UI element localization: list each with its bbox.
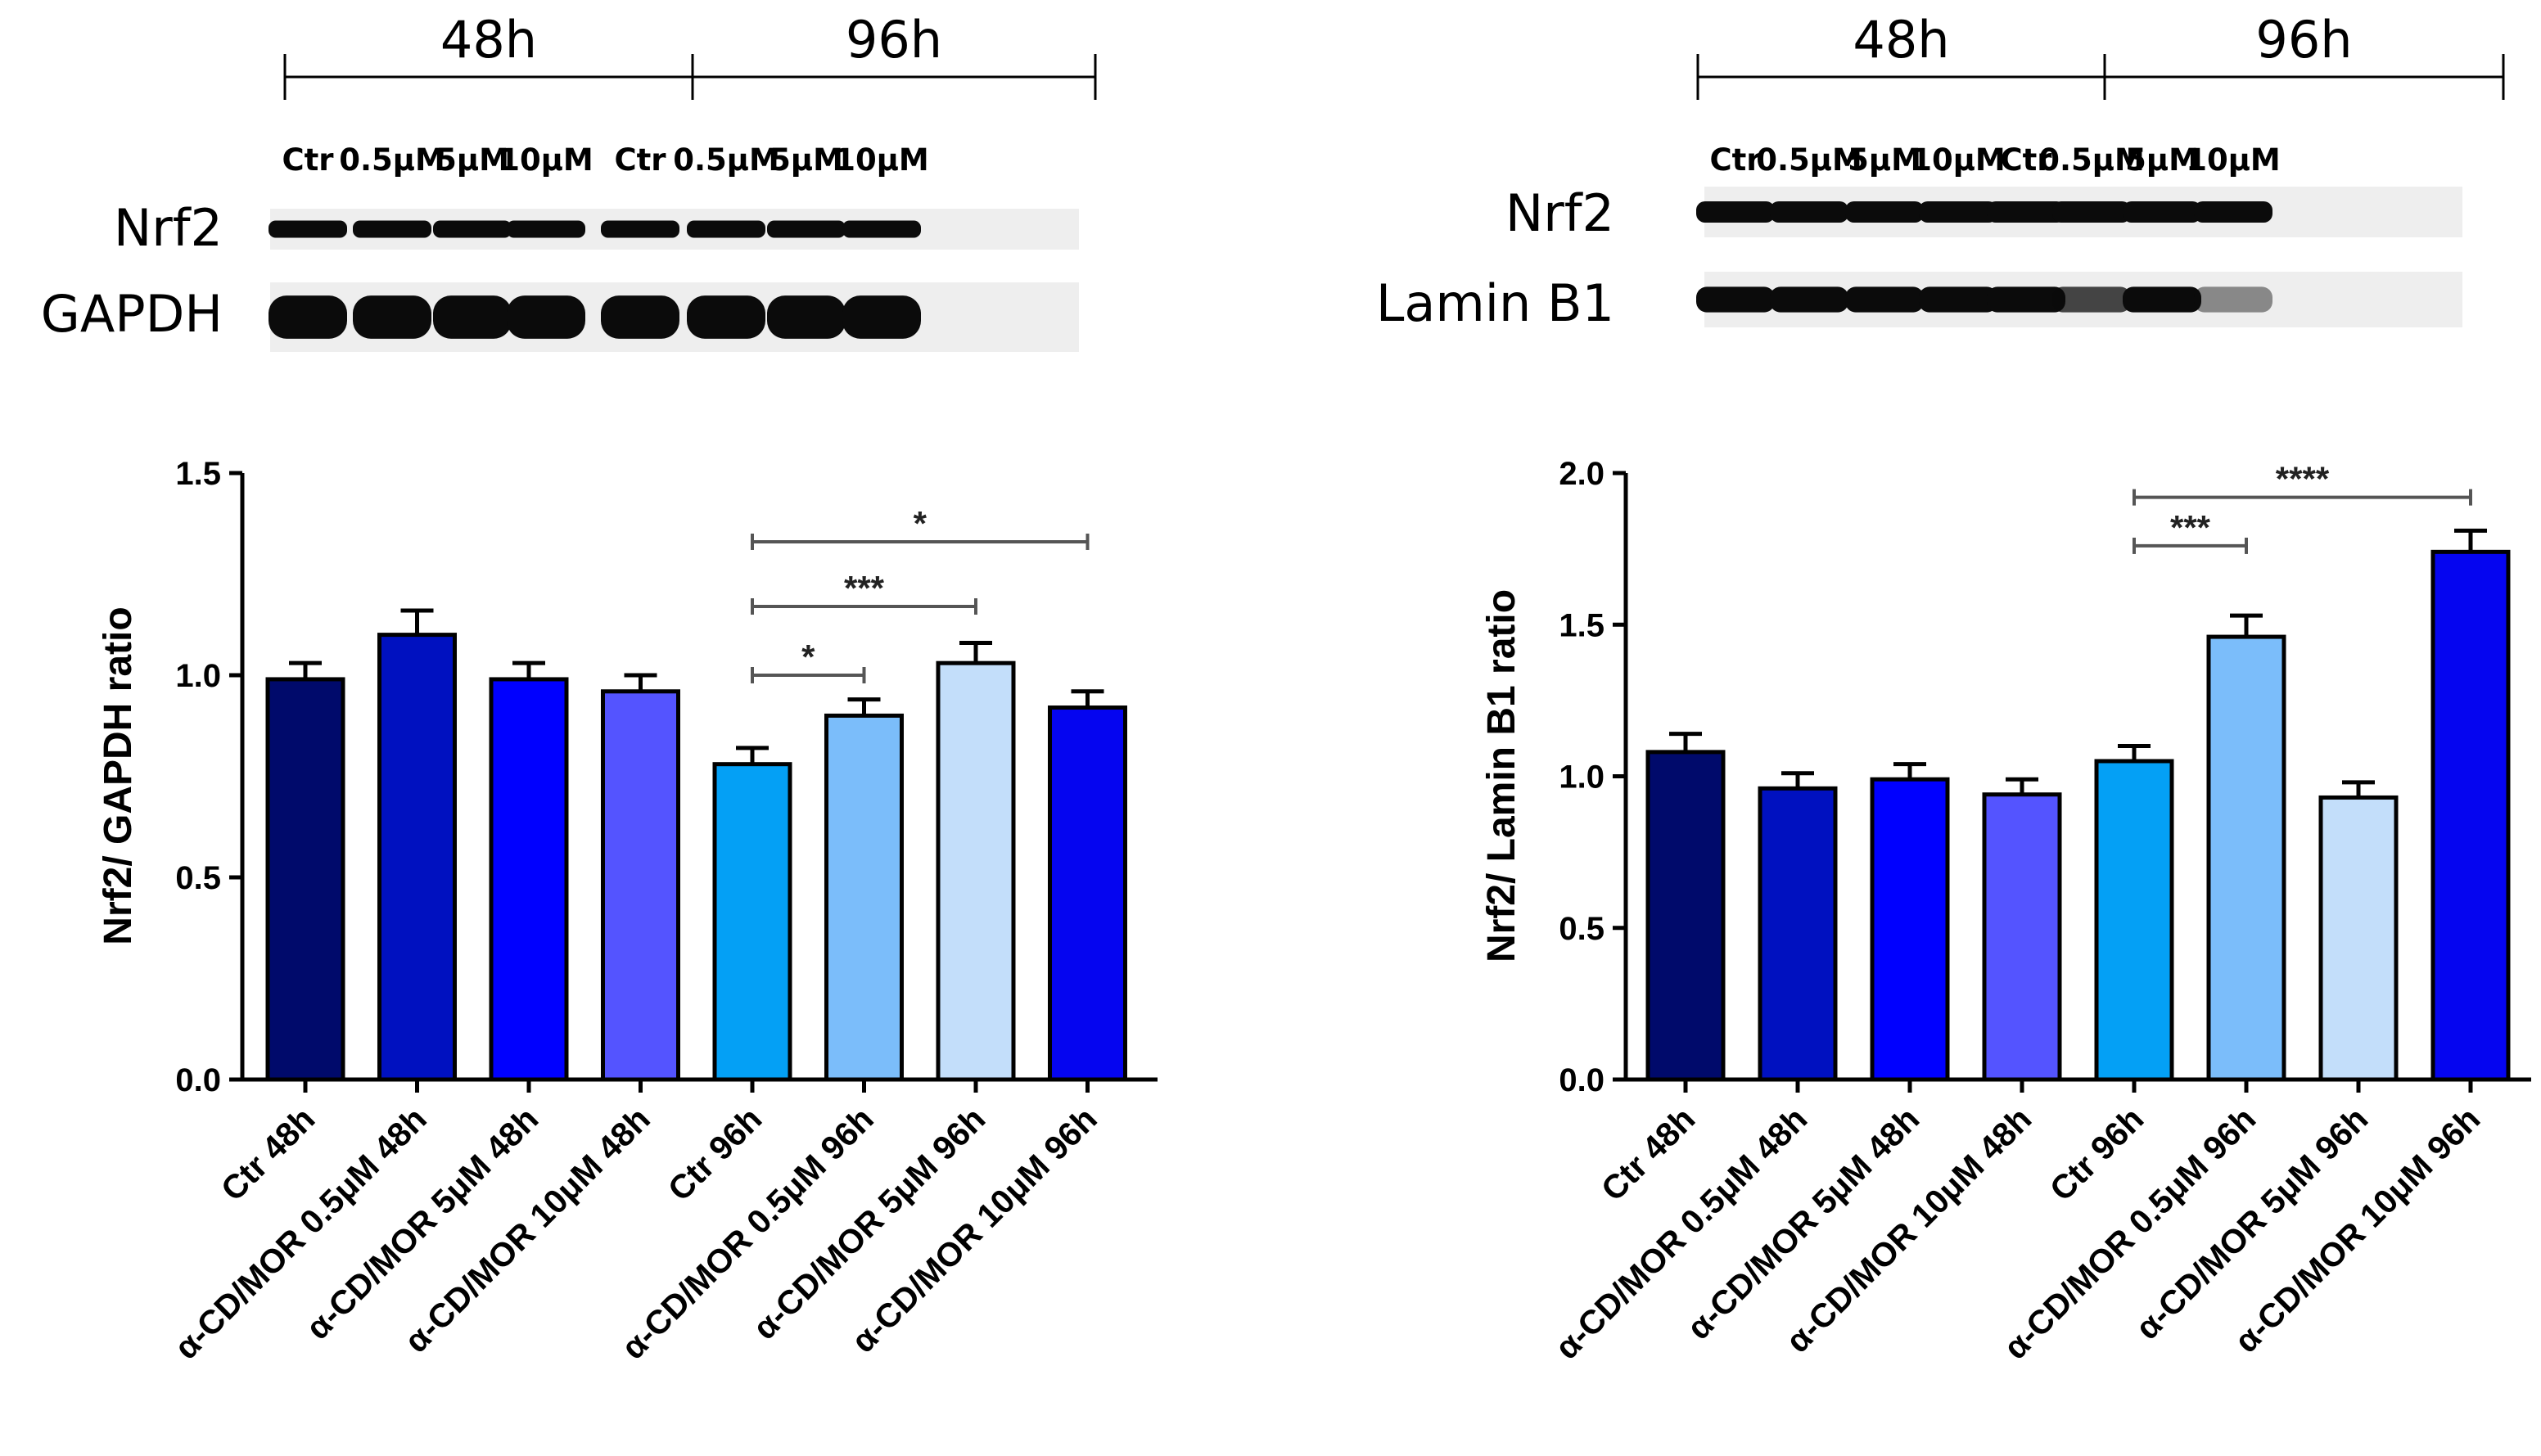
- bar: [2094, 759, 2174, 1082]
- lane-label: Ctr: [282, 142, 334, 178]
- right-panel: 48h 96hCtr0.5μM5μM10μMCtr0.5μM5μM10μMNrf2…: [1376, 10, 2531, 1367]
- time-label: 96h: [2255, 10, 2352, 70]
- blot-band: [1987, 201, 2065, 223]
- y-tick-label: 0.0: [1559, 1062, 1604, 1098]
- bar: [601, 689, 680, 1082]
- lane-label: 10μM: [499, 142, 594, 178]
- blot-band: [601, 220, 679, 238]
- x-tick-label: Ctr 96h: [2042, 1100, 2151, 1208]
- x-tick-label: Ctr 48h: [1594, 1100, 1702, 1208]
- bar: [1758, 786, 1838, 1082]
- blot-band: [353, 295, 431, 339]
- blot-band: [433, 295, 512, 339]
- bar: [489, 677, 569, 1082]
- blot-band: [1696, 286, 1775, 313]
- blot-band: [601, 295, 679, 339]
- blot-band: [1987, 286, 2065, 313]
- blot-band: [1770, 201, 1848, 223]
- x-tick-label: Ctr 96h: [661, 1100, 769, 1208]
- y-tick-label: 1.0: [175, 658, 221, 694]
- blot-band: [1845, 201, 1924, 223]
- bar: [2318, 795, 2399, 1082]
- lane-label: 5μM: [2125, 142, 2199, 178]
- blot-band: [1696, 201, 1775, 223]
- lane-label: 10μM: [834, 142, 929, 178]
- y-tick-label: 0.0: [175, 1062, 221, 1098]
- blot-band: [2123, 286, 2201, 313]
- blot-band: [433, 220, 512, 238]
- bar-chart: 0.0 0.5 1.0 1.5 2.0 Nrf2/ Lamin B1 ratio Ctr 4…: [1480, 456, 2531, 1367]
- y-axis-label: Nrf2/ GAPDH ratio: [97, 606, 140, 944]
- lane-label: 10μM: [2186, 142, 2281, 178]
- blot-band: [269, 295, 347, 339]
- bar: [824, 713, 904, 1082]
- blot-band: [2052, 201, 2131, 223]
- blot-band: [353, 220, 431, 238]
- blot-row-label: Nrf2: [114, 198, 223, 258]
- blot-row-label: Lamin B1: [1376, 273, 1614, 333]
- time-label: 96h: [846, 10, 942, 70]
- blot-band: [507, 295, 585, 339]
- blot-band: [507, 220, 585, 238]
- y-tick-label: 0.5: [175, 860, 221, 896]
- bar: [1645, 750, 1726, 1082]
- blot-row-label: GAPDH: [41, 284, 223, 344]
- blot-band: [2123, 201, 2201, 223]
- lane-label: 0.5μM: [2038, 142, 2145, 178]
- significance-label: ***: [844, 569, 885, 607]
- lane-label: 5μM: [436, 142, 509, 178]
- bar: [1048, 705, 1127, 1082]
- significance-label: *: [801, 638, 815, 676]
- bar: [2430, 549, 2511, 1082]
- lane-label: Ctr: [1709, 142, 1762, 178]
- lane-label: 0.5μM: [339, 142, 445, 178]
- blot-band: [1845, 286, 1924, 313]
- bar: [1982, 792, 2062, 1082]
- blot-band: [2194, 201, 2272, 223]
- significance-label: *: [914, 504, 927, 543]
- blot-band: [687, 220, 765, 238]
- blot-band: [687, 295, 765, 339]
- blot-band: [2194, 286, 2272, 313]
- blot-band: [1919, 286, 1997, 313]
- blot-band: [767, 295, 846, 339]
- bar: [377, 633, 457, 1082]
- y-axis-label: Nrf2/ Lamin B1 ratio: [1480, 589, 1523, 962]
- bar: [2206, 634, 2286, 1082]
- y-tick-label: 1.5: [175, 456, 221, 492]
- blot-band: [1770, 286, 1848, 313]
- lane-label: Ctr: [614, 142, 666, 178]
- lane-label: 5μM: [770, 142, 843, 178]
- time-label: 48h: [1853, 10, 1949, 70]
- time-label: 48h: [440, 10, 537, 70]
- blot-band: [1919, 201, 1997, 223]
- blot-band: [842, 220, 921, 238]
- bar: [265, 677, 345, 1082]
- x-tick-label: Ctr 48h: [214, 1100, 322, 1208]
- bar: [712, 762, 792, 1082]
- lane-label: 0.5μM: [673, 142, 779, 178]
- significance-label: ****: [2276, 460, 2330, 498]
- y-tick-label: 1.0: [1559, 760, 1604, 796]
- blot-row-label: Nrf2: [1505, 183, 1614, 243]
- blot-band: [2052, 286, 2131, 313]
- bar: [936, 660, 1016, 1082]
- lane-label: 5μM: [1848, 142, 1921, 178]
- blot-band: [767, 220, 846, 238]
- y-tick-label: 0.5: [1559, 911, 1604, 947]
- significance-label: ***: [2170, 508, 2211, 547]
- y-tick-label: 2.0: [1559, 456, 1604, 492]
- bar: [1870, 777, 1950, 1082]
- blot-band: [842, 295, 921, 339]
- lane-label: 0.5μM: [1756, 142, 1862, 178]
- lane-label: Ctr: [2000, 142, 2052, 178]
- y-tick-label: 1.5: [1559, 607, 1604, 643]
- blot-band: [269, 220, 347, 238]
- lane-label: 10μM: [1911, 142, 2006, 178]
